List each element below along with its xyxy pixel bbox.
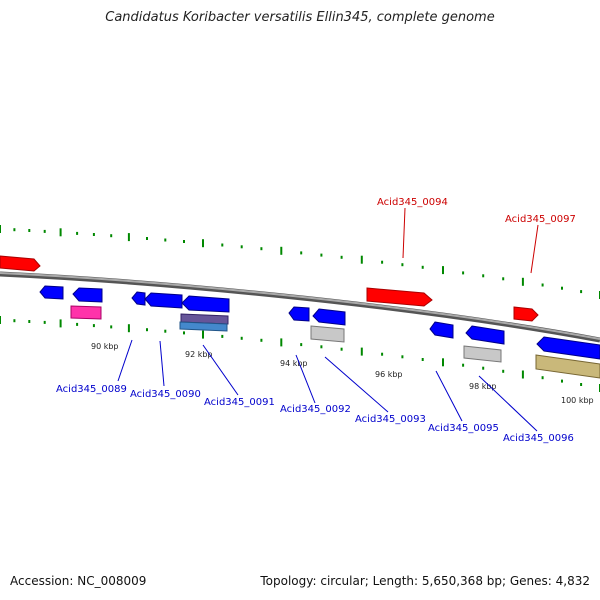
- leader-line: [117, 339, 133, 382]
- gene-label-acid345-0089[interactable]: Acid345_0089: [56, 384, 127, 395]
- gene-label-acid345-0095[interactable]: Acid345_0095: [428, 423, 499, 434]
- reverse-gene[interactable]: [39, 285, 64, 300]
- leader-line: [435, 370, 463, 422]
- label-leaders: [117, 207, 539, 432]
- leader-line: [202, 344, 239, 396]
- leader-line: [530, 224, 539, 274]
- steelblue-feature[interactable]: [179, 321, 228, 332]
- scale-label: 92 kbp: [185, 350, 213, 359]
- reverse-gene-acid345-0093[interactable]: [312, 308, 346, 326]
- reverse-gene-acid345-0090[interactable]: [144, 292, 183, 309]
- gene-label-acid345-0094[interactable]: Acid345_0094: [377, 197, 448, 208]
- gene-labels: Acid345_0094 Acid345_0097 Acid345_0089 A…: [56, 197, 576, 444]
- page-title: Candidatus Koribacter versatilis Ellin34…: [105, 10, 495, 25]
- other-features: [70, 305, 600, 379]
- reverse-strand-genes: [39, 285, 600, 360]
- inner-tick-track: [0, 316, 600, 392]
- scale-label: 96 kbp: [375, 370, 403, 379]
- gene-label-acid345-0090[interactable]: Acid345_0090: [130, 389, 201, 400]
- forward-gene-acid345-0097[interactable]: [513, 306, 539, 322]
- leader-line: [478, 375, 538, 432]
- gene-label-acid345-0096[interactable]: Acid345_0096: [503, 433, 574, 444]
- grey-feature[interactable]: [310, 325, 345, 343]
- leader-line: [295, 354, 316, 404]
- reverse-gene-acid345-0092[interactable]: [288, 306, 310, 322]
- gene-label-acid345-0092[interactable]: Acid345_0092: [280, 404, 351, 415]
- scale-label: 94 kbp: [280, 359, 308, 368]
- rna-feature[interactable]: [70, 305, 102, 320]
- reverse-gene-acid345-0095[interactable]: [429, 321, 454, 339]
- forward-gene[interactable]: [0, 255, 41, 272]
- leader-line: [159, 340, 165, 387]
- forward-strand-genes: [0, 255, 539, 322]
- reverse-gene-acid345-0096[interactable]: [465, 325, 505, 345]
- forward-gene-acid345-0094[interactable]: [366, 287, 433, 307]
- reverse-gene-acid345-0091[interactable]: [181, 295, 230, 313]
- scale-label: 100 kbp: [561, 396, 594, 405]
- leader-line: [324, 356, 389, 413]
- purple-feature[interactable]: [180, 313, 229, 325]
- scale-label: 90 kbp: [91, 342, 119, 351]
- genome-backbone: [0, 271, 600, 343]
- genome-backbone-highlight: [0, 272, 600, 340]
- genome-stats: Topology: circular; Length: 5,650,368 bp…: [260, 574, 590, 588]
- reverse-gene[interactable]: [131, 291, 146, 306]
- leader-line: [402, 207, 406, 259]
- scale-labels: 90 kbp 92 kbp 94 kbp 96 kbp 98 kbp 100 k…: [91, 342, 594, 405]
- outer-tick-track: [0, 225, 600, 299]
- accession-label: Accession: NC_008009: [10, 574, 147, 588]
- reverse-gene-acid345-0089[interactable]: [72, 287, 103, 303]
- gene-label-acid345-0093[interactable]: Acid345_0093: [355, 414, 426, 425]
- scale-label: 98 kbp: [469, 382, 497, 391]
- gene-label-acid345-0091[interactable]: Acid345_0091: [204, 397, 275, 408]
- grey-feature[interactable]: [463, 345, 502, 363]
- reverse-gene[interactable]: [536, 336, 600, 360]
- gene-label-acid345-0097[interactable]: Acid345_0097: [505, 214, 576, 225]
- khaki-feature[interactable]: [535, 354, 600, 379]
